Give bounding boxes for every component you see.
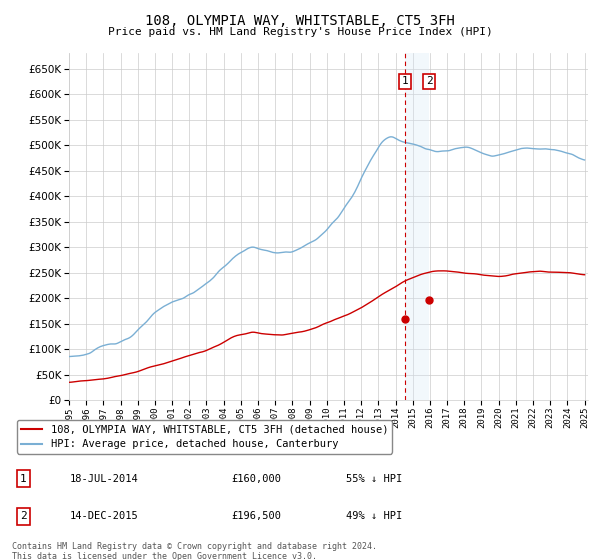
Text: 1: 1 xyxy=(401,76,408,86)
Text: Price paid vs. HM Land Registry's House Price Index (HPI): Price paid vs. HM Land Registry's House … xyxy=(107,27,493,37)
Text: 14-DEC-2015: 14-DEC-2015 xyxy=(70,511,139,521)
Text: 2: 2 xyxy=(425,76,433,86)
Text: 49% ↓ HPI: 49% ↓ HPI xyxy=(346,511,403,521)
Text: 18-JUL-2014: 18-JUL-2014 xyxy=(70,474,139,484)
Text: 108, OLYMPIA WAY, WHITSTABLE, CT5 3FH: 108, OLYMPIA WAY, WHITSTABLE, CT5 3FH xyxy=(145,14,455,28)
Bar xyxy=(405,53,429,400)
Text: 1: 1 xyxy=(20,474,27,484)
Text: 2: 2 xyxy=(20,511,27,521)
Text: £160,000: £160,000 xyxy=(231,474,281,484)
Legend: 108, OLYMPIA WAY, WHITSTABLE, CT5 3FH (detached house), HPI: Average price, deta: 108, OLYMPIA WAY, WHITSTABLE, CT5 3FH (d… xyxy=(17,420,392,454)
Text: £196,500: £196,500 xyxy=(231,511,281,521)
Text: 55% ↓ HPI: 55% ↓ HPI xyxy=(346,474,403,484)
Text: Contains HM Land Registry data © Crown copyright and database right 2024.: Contains HM Land Registry data © Crown c… xyxy=(12,542,377,551)
Text: This data is licensed under the Open Government Licence v3.0.: This data is licensed under the Open Gov… xyxy=(12,552,317,560)
